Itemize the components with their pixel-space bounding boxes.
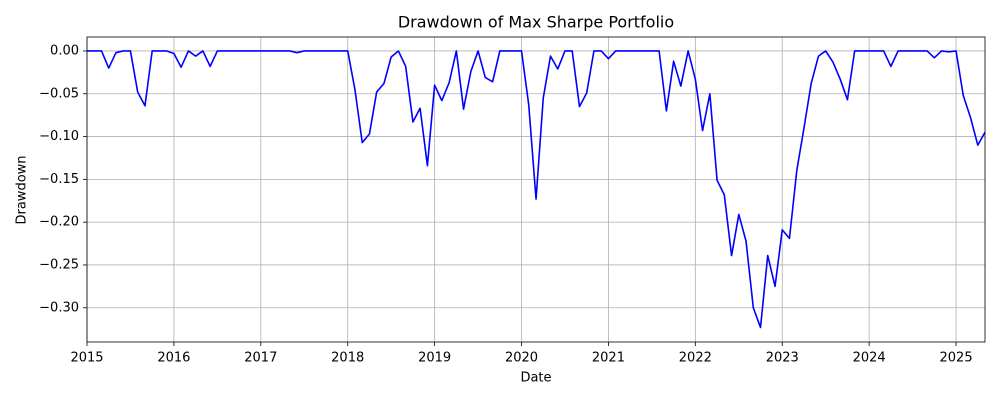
x-axis-label: Date [520,371,551,386]
x-tick-label: 2021 [592,351,625,366]
chart-title: Drawdown of Max Sharpe Portfolio [398,13,674,32]
x-tick-label: 2016 [157,351,190,366]
x-tick-label: 2015 [70,351,103,366]
x-tick-label: 2019 [418,351,451,366]
y-tick-label: −0.15 [39,172,79,187]
y-tick-label: −0.25 [39,257,79,272]
y-axis-label: Drawdown [15,155,30,224]
x-tick-label: 2020 [505,351,538,366]
x-tick-label: 2023 [766,351,799,366]
y-tick-label: −0.30 [39,300,79,315]
y-tick-label: 0.00 [50,43,79,58]
y-tick-label: −0.05 [39,86,79,101]
x-tick-label: 2018 [331,351,364,366]
x-tick-label: 2017 [244,351,277,366]
y-tick-label: −0.10 [39,129,79,144]
x-tick-label: 2022 [679,351,712,366]
y-tick-label: −0.20 [39,215,79,230]
plot-frame [86,36,986,343]
line-series [87,50,986,329]
x-tick-label: 2024 [853,351,886,366]
x-tick-label: 2025 [940,351,973,366]
